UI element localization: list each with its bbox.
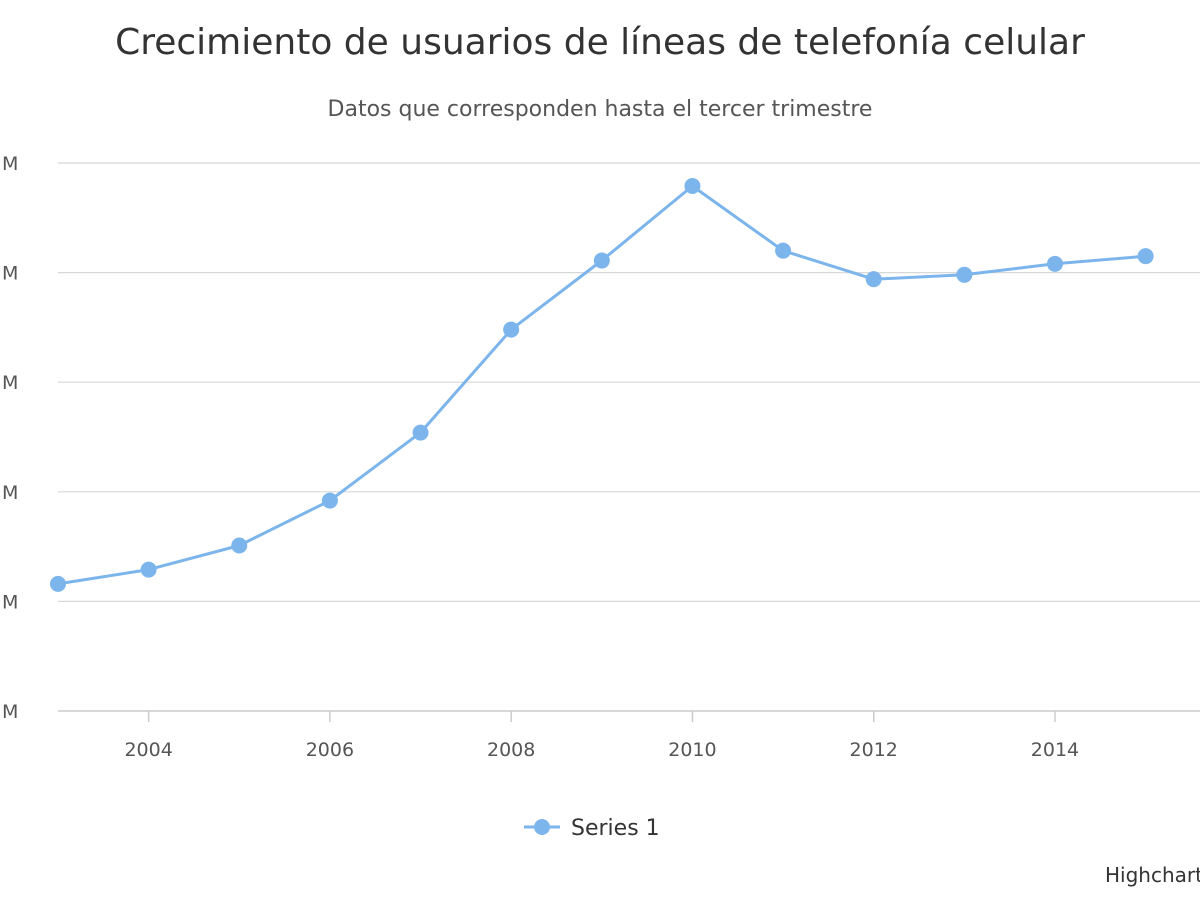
- x-tick-label: 2014: [1031, 739, 1079, 761]
- data-point: [140, 561, 157, 578]
- y-tick-label: M: [2, 701, 18, 723]
- data-point: [231, 537, 248, 554]
- x-tick-label: 2008: [487, 739, 535, 761]
- y-tick-label: M: [2, 591, 18, 613]
- data-point: [684, 178, 701, 195]
- data-point: [1046, 255, 1063, 272]
- x-tick-label: 2004: [124, 739, 172, 761]
- x-axis-labels: 2004 2006 2008 2010 2012 2014: [124, 739, 1079, 761]
- plot-series: [50, 178, 1154, 592]
- data-point: [956, 266, 973, 283]
- data-point: [775, 242, 792, 259]
- y-axis-labels: M M M M M M: [2, 153, 18, 723]
- legend[interactable]: Series 1: [524, 816, 660, 841]
- x-tick-label: 2012: [850, 739, 898, 761]
- chart-credits[interactable]: Highcharts.com: [1105, 863, 1200, 887]
- data-point: [321, 492, 338, 509]
- x-tick-label: 2006: [306, 739, 354, 761]
- x-axis-ticks: [147, 711, 1056, 722]
- data-point: [412, 424, 429, 441]
- chart-title: Crecimiento de usuarios de líneas de tel…: [115, 22, 1085, 63]
- x-tick-label: 2010: [668, 739, 716, 761]
- y-tick-label: M: [2, 153, 18, 175]
- data-point: [865, 271, 882, 288]
- series-line: [56, 184, 1148, 586]
- data-point: [593, 252, 610, 269]
- y-tick-label: M: [2, 372, 18, 394]
- chart-subtitle: Datos que corresponden hasta el tercer t…: [328, 97, 873, 122]
- data-point: [503, 321, 520, 338]
- grid-lines: [58, 162, 1200, 603]
- legend-series-marker: [534, 819, 550, 835]
- y-tick-label: M: [2, 482, 18, 504]
- y-tick-label: M: [2, 263, 18, 285]
- data-point: [1137, 248, 1154, 265]
- data-point: [50, 575, 66, 592]
- legend-series-label[interactable]: Series 1: [571, 816, 660, 841]
